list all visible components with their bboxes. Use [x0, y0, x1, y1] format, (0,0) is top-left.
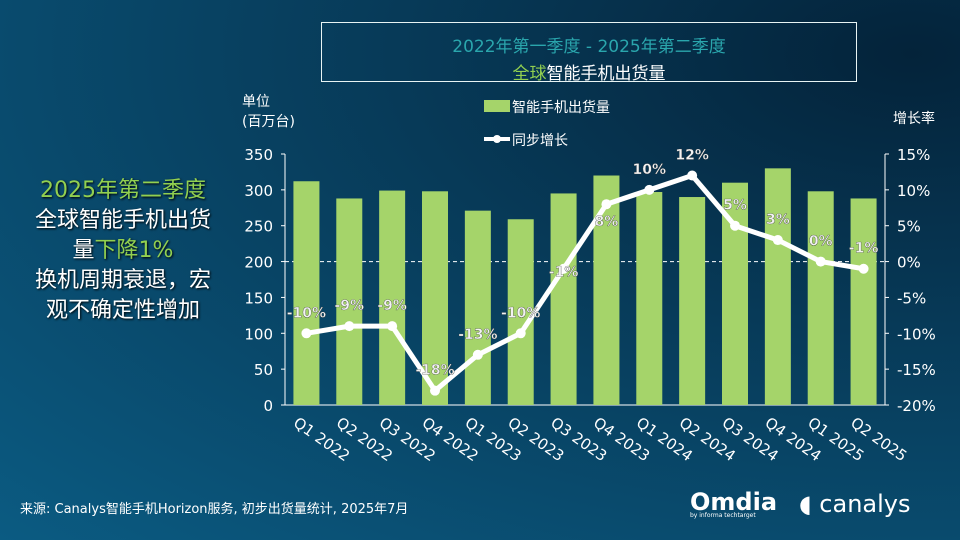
growth-data-label: -13%	[458, 327, 497, 343]
y2-tick-label: 15%	[897, 146, 930, 164]
y-axis-label: 单位	[242, 94, 270, 110]
side-summary: 2025年第二季度 全球智能手机出货 量下降1% 换机周期衰退，宏 观不确定性增…	[8, 176, 238, 326]
growth-data-label: -9%	[334, 298, 364, 314]
growth-point	[430, 385, 440, 396]
growth-data-label: -10%	[287, 305, 326, 321]
growth-point	[515, 328, 526, 339]
growth-point	[730, 220, 740, 231]
y-tick-label: 100	[244, 325, 273, 343]
legend-line-marker	[493, 135, 501, 143]
canalys-logo: ◖ canalys	[799, 489, 911, 518]
growth-point	[772, 235, 783, 246]
legend-bar-swatch	[484, 100, 510, 112]
y2-tick-label: -5%	[897, 289, 926, 307]
bar	[679, 197, 706, 405]
y2-tick-label: 0%	[897, 254, 921, 272]
chart-title-line2: 全球智能手机出货量	[322, 59, 856, 84]
y2-tick-label: -20%	[897, 397, 936, 415]
omdia-logo: Omdia by informa techtarget	[690, 488, 777, 519]
side-line2: 全球智能手机出货	[34, 208, 211, 233]
growth-data-label: 5%	[723, 198, 747, 214]
y-tick-label: 0	[263, 397, 273, 415]
legend-line-label: 同步增长	[512, 133, 568, 149]
bar	[722, 182, 748, 405]
y-tick-label: 150	[244, 289, 273, 307]
side-line5: 观不确定性增加	[45, 298, 200, 323]
y-tick-label: 200	[244, 254, 273, 272]
y2-tick-label: 10%	[897, 182, 930, 200]
side-line4: 换机周期衰退，宏	[34, 268, 211, 293]
chart-title-line1: 2022年第一季度 - 2025年第二季度	[452, 37, 726, 57]
growth-line	[306, 173, 864, 394]
bar	[636, 192, 663, 405]
growth-data-label: -10%	[501, 305, 540, 321]
growth-data-label: 12%	[675, 148, 709, 164]
y2-tick-label: -15%	[897, 361, 936, 379]
bar	[593, 175, 620, 405]
bar	[293, 181, 320, 405]
growth-data-label: 8%	[595, 214, 619, 230]
y2-tick-label: 5%	[897, 218, 921, 236]
title-rest: 智能手机出货量	[546, 64, 666, 84]
growth-data-label: 0%	[809, 234, 833, 250]
growth-point	[301, 328, 312, 339]
bar	[422, 191, 448, 405]
growth-point	[858, 263, 869, 274]
growth-point	[601, 199, 612, 210]
canalys-text: canalys	[819, 489, 911, 518]
bar	[807, 191, 834, 405]
growth-data-label: -9%	[377, 298, 407, 314]
source-note: 来源: Canalys智能手机Horizon服务, 初步出货量统计, 2025年…	[20, 502, 409, 517]
omdia-text: Omdia	[690, 488, 778, 516]
bar	[379, 190, 406, 405]
growth-data-label: -1%	[849, 241, 879, 257]
logos: Omdia by informa techtarget ◖ canalys	[690, 488, 911, 519]
growth-point	[815, 256, 826, 267]
y-tick-label: 50	[254, 361, 273, 379]
legend-bar-label: 智能手机出货量	[512, 99, 610, 116]
growth-data-label: -1%	[549, 265, 579, 281]
growth-data-label: -18%	[415, 363, 454, 379]
y-tick-label: 250	[244, 218, 273, 236]
y-tick-label: 300	[244, 182, 273, 200]
growth-point	[687, 170, 698, 181]
bar	[764, 168, 791, 405]
growth-data-label: 10%	[633, 162, 667, 178]
side-line3b: 下降1%	[94, 238, 174, 263]
y2-axis-label: 增长率	[893, 110, 935, 127]
y-tick-label: 350	[244, 146, 273, 164]
y-axis-label: (百万台)	[242, 114, 295, 130]
omdia-sub: by informa techtarget	[690, 512, 756, 519]
growth-point	[387, 321, 398, 332]
growth-point	[344, 321, 355, 332]
growth-data-label: 3%	[766, 212, 790, 228]
bar	[464, 210, 491, 405]
y2-tick-label: -10%	[897, 325, 936, 343]
side-line3: 量下降1%	[8, 236, 238, 266]
bar	[336, 198, 363, 405]
growth-point	[644, 184, 655, 195]
side-line1: 2025年第二季度	[40, 178, 206, 203]
side-line3a: 量	[72, 238, 95, 263]
chart-title-box: 2022年第一季度 - 2025年第二季度 全球智能手机出货量	[321, 22, 857, 84]
growth-point	[558, 263, 569, 274]
bar	[550, 193, 577, 405]
bar	[850, 198, 877, 405]
title-highlight: 全球	[512, 64, 547, 84]
bar	[507, 219, 534, 405]
growth-point	[472, 349, 483, 360]
